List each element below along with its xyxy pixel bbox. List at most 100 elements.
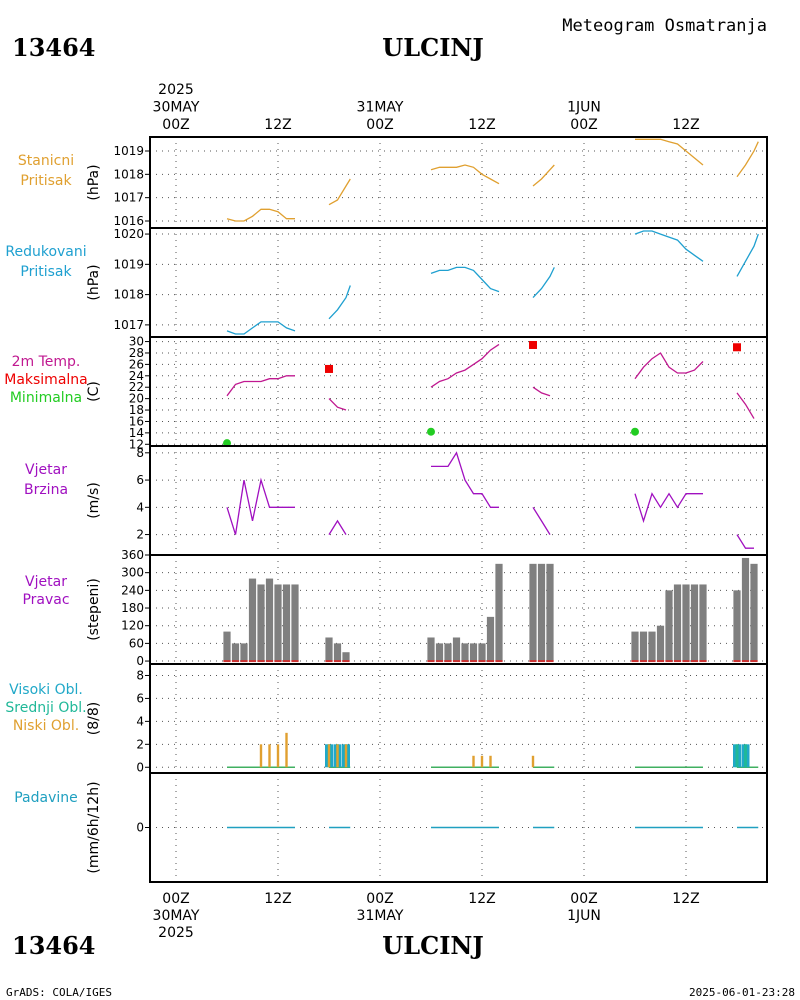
direction-bar-base <box>469 660 478 663</box>
low-cloud-bar <box>480 755 484 768</box>
direction-bar <box>257 584 265 662</box>
direction-bar-base <box>690 660 699 663</box>
y-tick-label: 26 <box>129 357 144 371</box>
y-tick-label: 1017 <box>113 191 144 205</box>
time-axis-label: 00Z <box>366 117 393 133</box>
y-tick-label: 14 <box>129 426 144 440</box>
y-tick-label: 0 <box>136 760 144 774</box>
series-line <box>328 178 351 206</box>
direction-bar-base <box>486 660 495 663</box>
y-tick-label: 8 <box>136 668 144 682</box>
panel-frame <box>149 136 768 229</box>
direction-bar <box>452 637 461 662</box>
panel-label: Minimalna <box>10 390 82 406</box>
y-tick-label: 1017 <box>113 318 144 332</box>
time-axis-label: 12Z <box>468 891 495 907</box>
direction-bar-base <box>537 660 546 663</box>
tmax-marker <box>733 343 741 352</box>
direction-bar <box>282 584 291 662</box>
series-line <box>634 352 704 380</box>
direction-bar-base <box>495 660 503 663</box>
y-axis-label: (mm/6h/12h) <box>86 781 102 873</box>
panel-label: Vjetar <box>25 574 67 590</box>
direction-bar-base <box>231 660 240 663</box>
direction-bar-base <box>452 660 461 663</box>
direction-bar <box>469 643 478 662</box>
y-tick-label: 60 <box>129 636 144 650</box>
direction-bar-base <box>665 660 673 663</box>
direction-bar-base <box>291 660 299 663</box>
series-line <box>226 321 296 335</box>
series-line <box>226 208 295 222</box>
time-axis-label: 12Z <box>672 117 699 133</box>
time-axis-label: 00Z <box>162 117 189 133</box>
panel-frame <box>149 772 768 883</box>
series-line <box>328 398 347 411</box>
panel-label: Brzina <box>24 482 68 498</box>
direction-bar <box>648 631 656 662</box>
y-tick-label: 6 <box>136 473 144 487</box>
y-tick-label: 18 <box>129 403 144 417</box>
series-line <box>634 230 704 262</box>
direction-bar <box>665 590 673 662</box>
footer-station-name: ULCINJ <box>382 931 483 960</box>
series-line <box>736 233 759 277</box>
series-line <box>532 386 551 397</box>
direction-bar <box>248 578 257 662</box>
tmin-marker <box>427 427 435 436</box>
time-axis-label: 31MAY <box>357 908 404 924</box>
y-tick-label: 120 <box>121 619 144 633</box>
low-cloud-bar <box>285 732 288 768</box>
direction-bar <box>478 643 486 662</box>
y-tick-label: 16 <box>129 414 144 428</box>
direction-bar-base <box>444 660 452 663</box>
direction-bar-base <box>461 660 469 663</box>
time-axis-label: 1JUN <box>567 908 601 924</box>
series-line <box>430 164 500 185</box>
y-tick-label: 300 <box>121 566 144 580</box>
y-axis-label: (C) <box>86 381 102 402</box>
direction-bar <box>333 643 342 662</box>
direction-bar-base <box>750 660 758 663</box>
direction-bar-base <box>546 660 554 663</box>
y-tick-label: 30 <box>129 335 144 349</box>
direction-bar-base <box>733 660 741 663</box>
direction-bar-base <box>478 660 486 663</box>
low-cloud-bar <box>531 755 535 768</box>
series-line <box>328 285 351 320</box>
panel-cloud_cover: 0 2 4 6 8 (8/8)Visoki Obl. Srednji Obl. Niski O… <box>5 663 768 774</box>
direction-bar <box>529 563 537 662</box>
direction-bar-base <box>631 660 639 663</box>
direction-bar-base <box>274 660 282 663</box>
time-axis-label: 12Z <box>264 117 291 133</box>
direction-bar <box>682 584 690 662</box>
series-line <box>430 343 500 388</box>
low-cloud-bar <box>344 744 348 768</box>
direction-bar-base <box>639 660 648 663</box>
panel-wind_direction: 0 60 120 180 240 300 360 (stepeni) Vjetar Pravac <box>22 548 768 668</box>
direction-bar <box>325 637 333 662</box>
time-axis-label: 00Z <box>570 891 597 907</box>
panel-label: 2m Temp. <box>12 354 81 370</box>
y-axis-label: (hPa) <box>86 164 102 200</box>
tmax-marker <box>529 340 537 349</box>
time-axis-label: 30MAY <box>153 100 200 116</box>
panel-label: Maksimalna <box>4 372 88 388</box>
series-line <box>328 519 347 535</box>
y-tick-label: 1019 <box>113 144 144 158</box>
direction-bar <box>690 584 699 662</box>
direction-bar <box>435 643 444 662</box>
panel-label: Srednji Obl. <box>5 700 86 716</box>
time-axis-label: 2025 <box>158 925 194 941</box>
y-tick-label: 12 <box>129 437 144 451</box>
time-axis-label: 12Z <box>672 891 699 907</box>
panel-sea_pressure: 1017 1018 1019 1020 (hPa)Redukovani Pritisak <box>5 227 768 338</box>
direction-bar-base <box>741 660 750 663</box>
y-tick-label: 28 <box>129 346 144 360</box>
y-tick-label: 0 <box>136 654 144 668</box>
y-tick-label: 1019 <box>113 257 144 271</box>
direction-bar-base <box>435 660 444 663</box>
direction-bar-base <box>342 660 350 663</box>
